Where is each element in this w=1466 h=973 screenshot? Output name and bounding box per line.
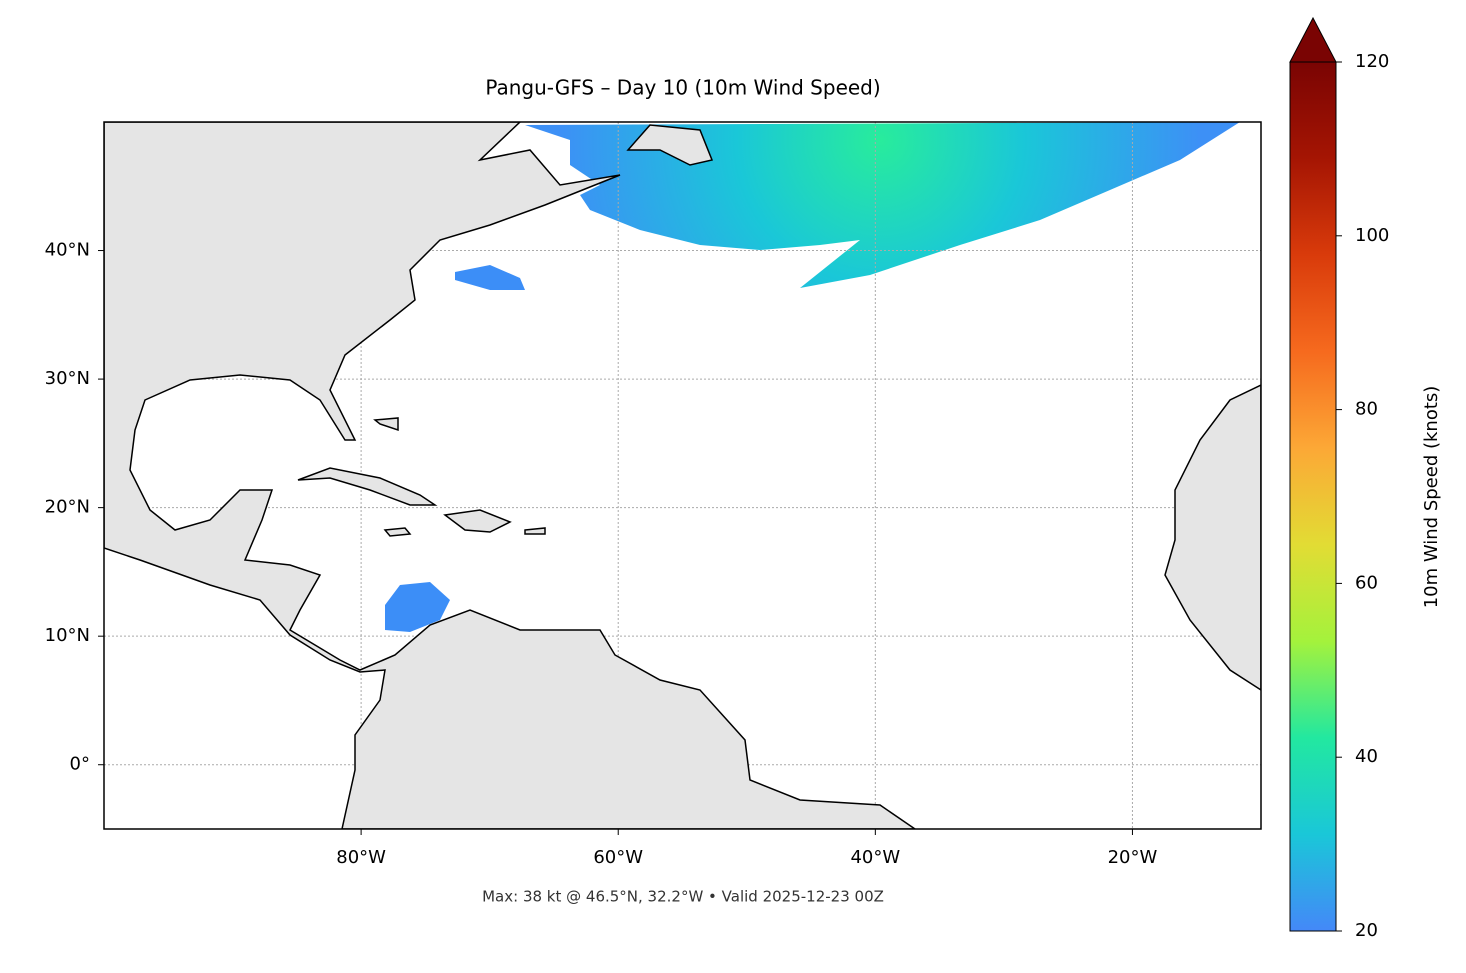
wind-field (385, 582, 450, 632)
colorbar-label: 10m Wind Speed (knots) (1421, 386, 1442, 609)
land (524, 527, 546, 535)
colorbar-tick-label: 40 (1355, 746, 1378, 767)
map-frame (103, 121, 1262, 830)
land (443, 509, 512, 533)
land (104, 122, 917, 829)
colorbar-tick-label: 100 (1355, 225, 1389, 246)
footer-note: Max: 38 kt @ 46.5°N, 32.2°W • Valid 2025… (482, 888, 884, 906)
colorbar (1289, 61, 1337, 932)
colorbar-extend (1289, 16, 1337, 63)
map (104, 122, 1261, 829)
chart-title: Pangu-GFS – Day 10 (10m Wind Speed) (485, 76, 880, 100)
land (373, 417, 399, 432)
y-tick-label: 10°N (45, 625, 90, 646)
colorbar-tick-label: 20 (1355, 920, 1378, 941)
wind-field (525, 122, 1240, 288)
colorbar-tick-label: 120 (1355, 51, 1389, 72)
land (626, 124, 714, 166)
x-tick-label: 80°W (336, 847, 386, 868)
x-tick-label: 40°W (850, 847, 900, 868)
y-tick-label: 40°N (45, 240, 90, 261)
colorbar-tick-label: 60 (1355, 572, 1378, 593)
colorbar-tick-label: 80 (1355, 399, 1378, 420)
x-tick-label: 20°W (1108, 847, 1158, 868)
y-tick-label: 20°N (45, 497, 90, 518)
land (297, 467, 438, 506)
y-tick-label: 0° (70, 754, 90, 775)
wind-field (455, 265, 525, 290)
land (1164, 384, 1261, 691)
x-tick-label: 60°W (593, 847, 643, 868)
y-tick-label: 30°N (45, 368, 90, 389)
land (383, 527, 412, 537)
